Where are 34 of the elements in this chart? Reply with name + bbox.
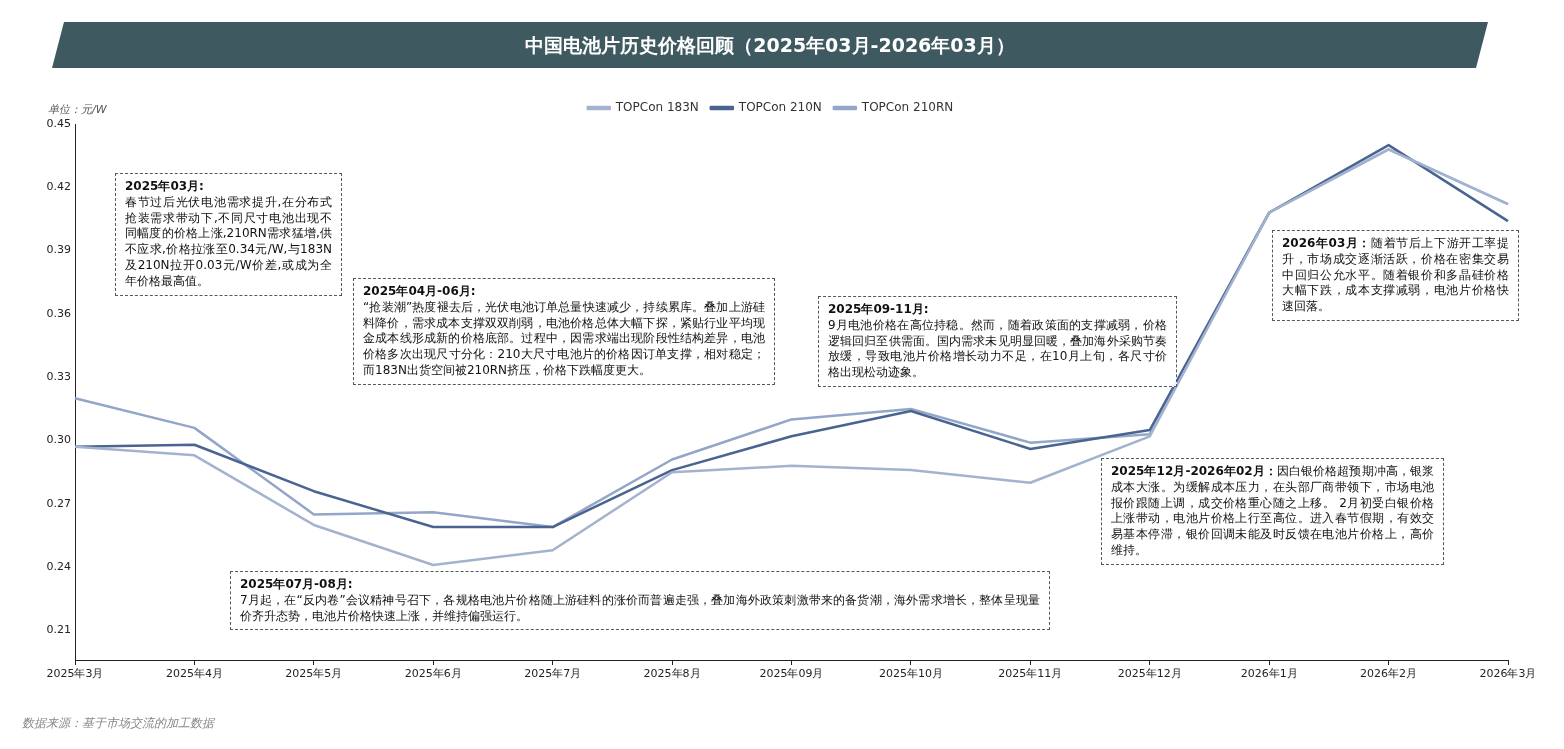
x-tick-label: 2026年3月 xyxy=(1479,667,1537,681)
annotation: 2025年04月-06月: “抢装潮”热度褪去后，光伏电池订单总量快速减少，持续累库。叠加上游硅料降价，需求成本支撑双双削弱，电池价格总体大幅下探，紧贴行业平均现金成本线形成新的价格底部。过程中，因需求端出现阶段性结构差异，电池价格多次出现尺寸分化：210大尺寸电池片的价格因订单支撑，相对稳定；而183N出货空间被210RN挤压，价格下跌幅度更大。 xyxy=(353,278,775,385)
x-tick-label: 2026年1月 xyxy=(1240,667,1298,681)
x-tick-label: 2025年10月 xyxy=(878,667,943,681)
annotation: 2026年03月：随着节后上下游开工率提升，市场成交逐渐活跃，价格在密集交易中回归公允水平。随着银价和多晶硅价格大幅下跌，成本支撑减弱，电池片价格快速回落。 xyxy=(1272,230,1519,322)
y-tick-label: 0.39 xyxy=(46,243,71,257)
x-tick-label: 2025年5月 xyxy=(285,667,343,681)
annotation: 2025年07月-08月: 7月起，在“反内卷”会议精神号召下，各规格电池片价格随上游硅料的涨价而普遍走强，叠加海外政策刺激带来的备货潮，海外需求增长，整体呈现量价齐升态势，电池片价格快速上涨，并维持偏强运行。 xyxy=(230,571,1050,631)
y-tick-label: 0.45 xyxy=(46,116,71,130)
annotation: 2025年12月-2026年02月：因白银价格超预期冲高，银浆成本大涨。为缓解成本压力，在头部厂商带领下，市场电池报价跟随上调，成交价格重心随之上移。 2月初受白银价格上涨带动，电池片价格上行至高位。进入春节假期，有效交易基本停滞，银价回调未能及时反馈在电池片价格上，高价维持。 xyxy=(1101,458,1444,565)
y-tick-label: 0.30 xyxy=(46,433,71,447)
x-tick-label: 2026年2月 xyxy=(1360,667,1418,681)
x-tick-label: 2025年4月 xyxy=(165,667,223,681)
x-tick-label: 2025年3月 xyxy=(46,667,104,681)
chart-title: 中国电池片历史价格回顾（2025年03月-2026年03月） xyxy=(52,22,1488,68)
y-tick-label: 0.42 xyxy=(46,180,71,194)
x-tick-label: 2025年11月 xyxy=(998,667,1063,681)
x-tick-label: 2025年8月 xyxy=(643,667,701,681)
x-tick-label: 2025年6月 xyxy=(404,667,462,681)
x-tick-label: 2025年09月 xyxy=(759,667,824,681)
legend-label: TOPCon 210RN xyxy=(860,100,954,115)
y-tick-label: 0.21 xyxy=(46,623,71,637)
y-tick-label: 0.27 xyxy=(46,496,71,510)
y-tick-label: 0.24 xyxy=(46,560,71,574)
x-tick-label: 2025年12月 xyxy=(1117,667,1182,681)
y-tick-label: 0.33 xyxy=(46,370,71,384)
legend-label: TOPCon 183N xyxy=(614,100,699,115)
source-note: 数据来源：基于市场交流的加工数据 xyxy=(22,715,214,732)
annotation: 2025年09-11月: 9月电池价格在高位持稳。然而，随着政策面的支撑减弱，价格逻辑回归至供需面。国内需求未见明显回暖，叠加海外采购节奏放缓，导致电池片价格增长动力不足，在10月上旬，各尺寸价格出现松动迹象。 xyxy=(818,296,1177,388)
y-axis-title: 单位：元/W xyxy=(48,102,107,117)
x-tick-label: 2025年7月 xyxy=(524,667,582,681)
annotation: 2025年03月: 春节过后光伏电池需求提升,在分布式抢装需求带动下,不同尺寸电池出现不同幅度的价格上涨,210RN需求猛增,供不应求,价格拉涨至0.34元/W,与183N及210N拉开0.03元/W价差,或成为全年价格最高值。 xyxy=(115,173,342,296)
legend-label: TOPCon 210N xyxy=(737,100,822,115)
y-tick-label: 0.36 xyxy=(46,306,71,320)
